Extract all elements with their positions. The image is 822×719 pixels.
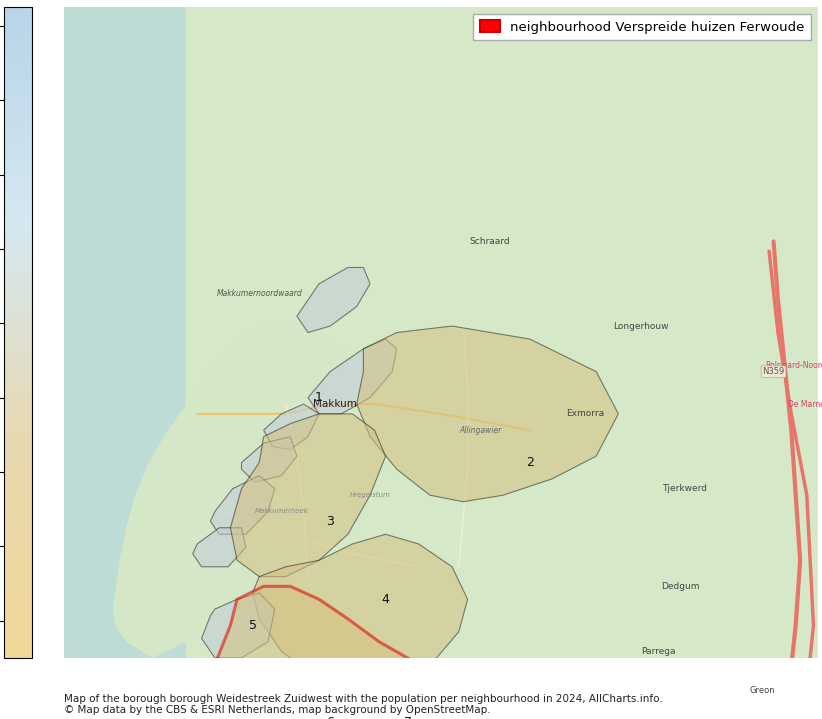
Text: Exmorra: Exmorra bbox=[566, 409, 604, 418]
Polygon shape bbox=[210, 476, 275, 534]
Polygon shape bbox=[297, 267, 370, 332]
Polygon shape bbox=[208, 586, 547, 719]
Text: 5: 5 bbox=[248, 619, 256, 632]
Polygon shape bbox=[252, 534, 468, 684]
Polygon shape bbox=[308, 339, 397, 414]
Text: Makkum: Makkum bbox=[312, 399, 357, 409]
Text: 4: 4 bbox=[381, 593, 390, 606]
Text: Bolsward-Noord: Bolsward-Noord bbox=[765, 360, 822, 370]
Polygon shape bbox=[64, 7, 818, 658]
Text: Makkumerhoek: Makkumerhoek bbox=[255, 508, 308, 515]
Text: 2: 2 bbox=[526, 456, 533, 470]
Text: 1: 1 bbox=[315, 391, 323, 404]
Text: Makkumernoordwaard: Makkumernoordwaard bbox=[216, 289, 302, 298]
Text: Map of the borough borough Weidestreek Zuidwest with the population per neighbou: Map of the borough borough Weidestreek Z… bbox=[64, 694, 663, 715]
Text: N359: N359 bbox=[763, 367, 785, 376]
Text: Dedgum: Dedgum bbox=[661, 582, 700, 591]
Polygon shape bbox=[186, 7, 818, 658]
Polygon shape bbox=[290, 684, 363, 719]
Polygon shape bbox=[242, 436, 297, 482]
Text: 6: 6 bbox=[326, 716, 334, 719]
Text: Schraard: Schraard bbox=[469, 237, 510, 246]
Polygon shape bbox=[230, 414, 386, 577]
Polygon shape bbox=[192, 528, 246, 567]
Text: De Marne: De Marne bbox=[788, 400, 822, 408]
Text: 3: 3 bbox=[326, 515, 334, 528]
Legend: neighbourhood Verspreide huizen Ferwoude: neighbourhood Verspreide huizen Ferwoude bbox=[473, 14, 811, 40]
Polygon shape bbox=[264, 404, 319, 449]
Text: 7: 7 bbox=[404, 716, 412, 719]
Text: Allingawier: Allingawier bbox=[459, 426, 502, 435]
Polygon shape bbox=[201, 592, 275, 658]
Polygon shape bbox=[357, 326, 618, 502]
Text: Parrega: Parrega bbox=[641, 647, 676, 656]
Text: Longerhouw: Longerhouw bbox=[612, 321, 668, 331]
Text: Tjerkwerd: Tjerkwerd bbox=[663, 484, 708, 493]
Polygon shape bbox=[113, 323, 375, 658]
Polygon shape bbox=[64, 7, 818, 658]
Text: Greon: Greon bbox=[750, 686, 775, 695]
Text: Hregelstum: Hregelstum bbox=[349, 493, 390, 498]
